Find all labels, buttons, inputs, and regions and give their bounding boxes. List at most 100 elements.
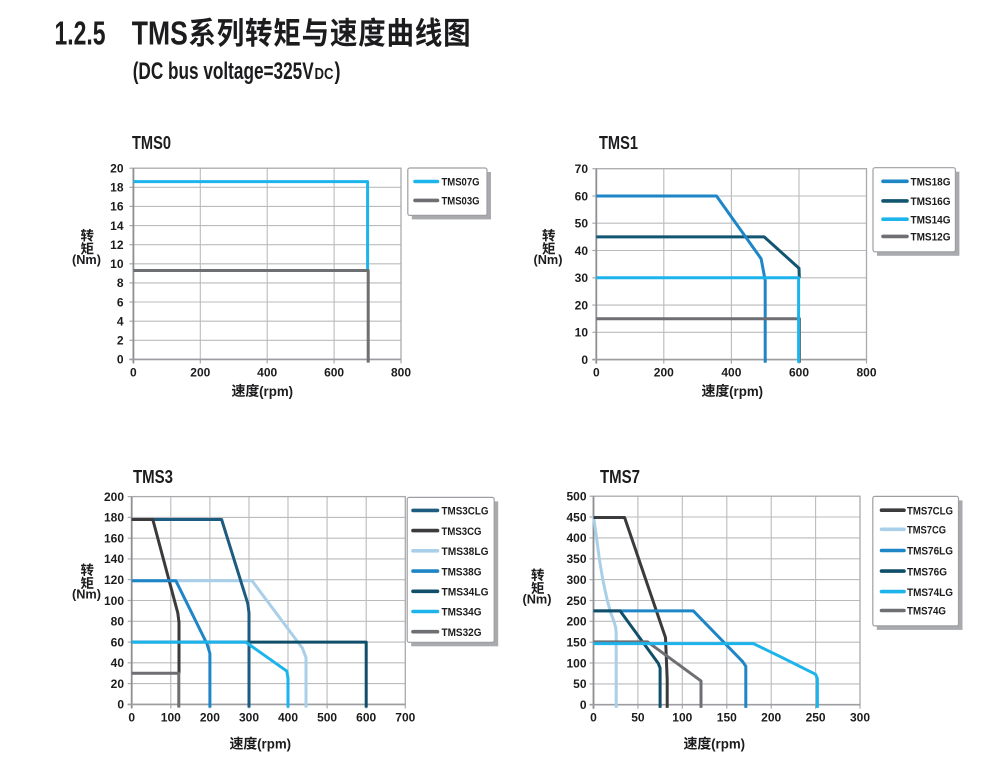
svg-text:16: 16 bbox=[110, 200, 124, 214]
svg-text:0: 0 bbox=[117, 353, 124, 367]
svg-text:(rpm): (rpm) bbox=[259, 384, 293, 399]
svg-text:6: 6 bbox=[117, 295, 124, 309]
svg-text:(Nm): (Nm) bbox=[72, 252, 101, 267]
svg-text:0: 0 bbox=[117, 698, 124, 712]
svg-text:TMS: TMS bbox=[132, 16, 188, 53]
svg-text:(DC bus voltage=325V: (DC bus voltage=325V bbox=[133, 58, 314, 85]
svg-text:TMS03G: TMS03G bbox=[442, 196, 480, 208]
svg-text:(Nm): (Nm) bbox=[523, 591, 552, 606]
svg-text:140: 140 bbox=[104, 552, 124, 566]
svg-text:250: 250 bbox=[566, 594, 586, 608]
svg-text:400: 400 bbox=[257, 365, 277, 379]
svg-text:200: 200 bbox=[200, 710, 220, 724]
svg-text:12: 12 bbox=[110, 238, 124, 252]
svg-text:20: 20 bbox=[110, 162, 124, 176]
svg-text:(rpm): (rpm) bbox=[729, 384, 763, 399]
svg-text:TMS76G: TMS76G bbox=[907, 566, 947, 578]
svg-text:150: 150 bbox=[717, 711, 737, 725]
svg-text:TMS14G: TMS14G bbox=[911, 214, 951, 226]
svg-text:4: 4 bbox=[117, 315, 124, 329]
svg-text:TMS1: TMS1 bbox=[599, 133, 638, 153]
svg-text:18: 18 bbox=[110, 181, 124, 195]
svg-text:40: 40 bbox=[111, 656, 125, 670]
svg-text:300: 300 bbox=[239, 710, 259, 724]
svg-text:50: 50 bbox=[575, 217, 589, 231]
svg-text:200: 200 bbox=[104, 490, 124, 504]
svg-text:TMS74G: TMS74G bbox=[907, 606, 946, 618]
svg-text:250: 250 bbox=[806, 711, 826, 725]
svg-text:600: 600 bbox=[356, 710, 376, 724]
svg-text:400: 400 bbox=[721, 366, 741, 380]
svg-text:0: 0 bbox=[130, 365, 137, 379]
svg-text:300: 300 bbox=[566, 573, 586, 587]
svg-text:10: 10 bbox=[575, 326, 589, 340]
svg-text:2: 2 bbox=[117, 334, 124, 348]
svg-text:100: 100 bbox=[672, 711, 692, 725]
svg-text:160: 160 bbox=[104, 532, 124, 546]
svg-text:200: 200 bbox=[566, 615, 586, 629]
svg-text:200: 200 bbox=[761, 711, 781, 725]
svg-text:(rpm): (rpm) bbox=[257, 737, 291, 752]
svg-text:TMS16G: TMS16G bbox=[911, 196, 951, 208]
svg-text:450: 450 bbox=[566, 510, 586, 524]
svg-text:700: 700 bbox=[395, 710, 415, 724]
svg-text:TMS12G: TMS12G bbox=[911, 232, 951, 244]
svg-text:350: 350 bbox=[566, 552, 586, 566]
svg-text:0: 0 bbox=[590, 711, 597, 725]
svg-text:1.2.5: 1.2.5 bbox=[55, 16, 106, 53]
svg-text:500: 500 bbox=[317, 710, 337, 724]
svg-text:600: 600 bbox=[324, 365, 344, 379]
svg-text:TMS07G: TMS07G bbox=[442, 177, 480, 189]
svg-text:TMS3CG: TMS3CG bbox=[442, 526, 482, 538]
svg-text:60: 60 bbox=[111, 635, 125, 649]
svg-text:TMS34G: TMS34G bbox=[442, 607, 482, 619]
svg-text:60: 60 bbox=[575, 189, 589, 203]
svg-text:0: 0 bbox=[128, 710, 135, 724]
svg-text:50: 50 bbox=[631, 711, 645, 725]
svg-text:): ) bbox=[335, 58, 341, 85]
svg-text:500: 500 bbox=[566, 490, 586, 504]
svg-text:800: 800 bbox=[856, 366, 876, 380]
svg-text:TMS74LG: TMS74LG bbox=[907, 587, 953, 599]
svg-text:20: 20 bbox=[111, 677, 125, 691]
svg-text:70: 70 bbox=[575, 162, 589, 176]
svg-text:100: 100 bbox=[161, 710, 181, 724]
svg-text:TMS38LG: TMS38LG bbox=[442, 546, 489, 558]
svg-text:180: 180 bbox=[104, 511, 124, 525]
svg-text:DC: DC bbox=[315, 66, 334, 83]
svg-text:TMS7: TMS7 bbox=[600, 467, 640, 487]
svg-text:200: 200 bbox=[654, 366, 674, 380]
svg-text:TMS0: TMS0 bbox=[132, 133, 171, 153]
svg-text:10: 10 bbox=[110, 257, 124, 271]
svg-text:TMS34LG: TMS34LG bbox=[442, 587, 489, 599]
svg-text:600: 600 bbox=[789, 366, 809, 380]
svg-text:400: 400 bbox=[566, 531, 586, 545]
svg-text:800: 800 bbox=[391, 365, 411, 379]
svg-text:400: 400 bbox=[278, 710, 298, 724]
svg-text:0: 0 bbox=[580, 698, 587, 712]
svg-text:100: 100 bbox=[566, 656, 586, 670]
svg-text:TMS3CLG: TMS3CLG bbox=[442, 506, 489, 518]
svg-text:TMS18G: TMS18G bbox=[911, 177, 951, 189]
svg-text:TMS3: TMS3 bbox=[133, 467, 173, 487]
svg-text:100: 100 bbox=[104, 594, 124, 608]
svg-text:14: 14 bbox=[110, 219, 124, 233]
svg-text:TMS7CG: TMS7CG bbox=[907, 525, 946, 537]
svg-text:150: 150 bbox=[566, 636, 586, 650]
svg-text:20: 20 bbox=[575, 298, 589, 312]
svg-text:TMS32G: TMS32G bbox=[442, 627, 482, 639]
svg-text:300: 300 bbox=[850, 711, 870, 725]
svg-text:200: 200 bbox=[190, 365, 210, 379]
svg-text:(rpm): (rpm) bbox=[711, 737, 745, 752]
svg-text:(Nm): (Nm) bbox=[534, 252, 563, 267]
svg-text:50: 50 bbox=[573, 677, 587, 691]
svg-text:(Nm): (Nm) bbox=[72, 586, 101, 601]
svg-text:30: 30 bbox=[575, 271, 589, 285]
svg-text:TMS76LG: TMS76LG bbox=[907, 546, 953, 558]
svg-text:80: 80 bbox=[111, 615, 125, 629]
svg-text:40: 40 bbox=[575, 244, 589, 258]
svg-text:0: 0 bbox=[581, 353, 588, 367]
svg-text:120: 120 bbox=[104, 573, 124, 587]
svg-text:TMS38G: TMS38G bbox=[442, 566, 482, 578]
svg-text:0: 0 bbox=[593, 366, 600, 380]
